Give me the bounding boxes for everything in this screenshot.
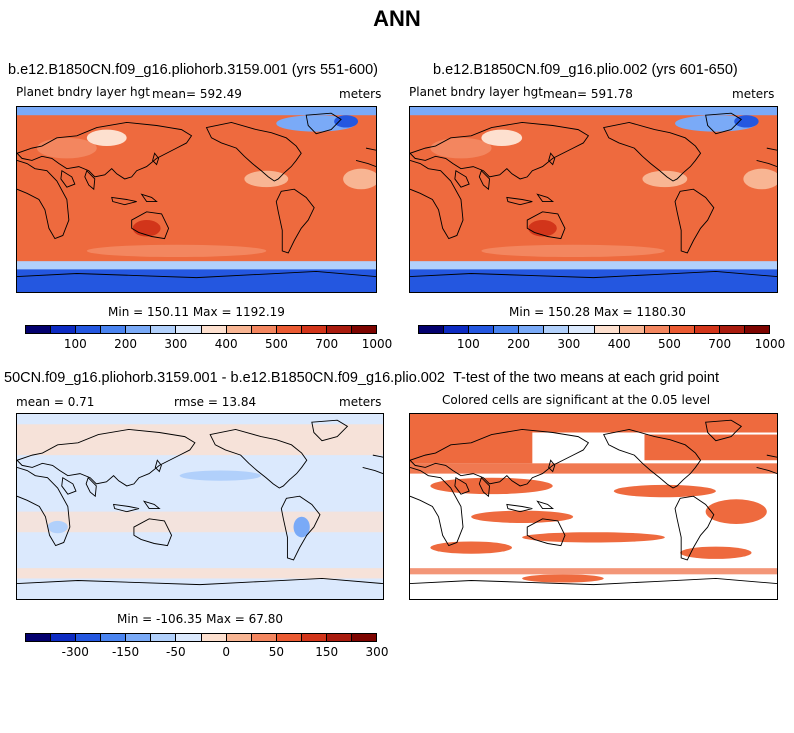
colorbar-swatch <box>694 326 720 333</box>
panel2-map <box>409 106 778 293</box>
colorbar-swatch <box>201 634 227 641</box>
colorbar-swatch <box>101 634 127 641</box>
panel4-map <box>409 413 778 600</box>
colorbar-tick-label: 50 <box>268 645 285 659</box>
panel4-subtitle: Colored cells are significant at the 0.0… <box>442 393 711 407</box>
panel4-title: T-test of the two means at each grid poi… <box>453 370 719 386</box>
colorbar-swatch <box>26 326 52 333</box>
colorbar-swatch <box>669 326 695 333</box>
panel3-colorbar <box>25 633 377 642</box>
colorbar-tick-label: -50 <box>166 645 186 659</box>
colorbar-swatch <box>176 634 202 641</box>
colorbar-swatch <box>301 326 327 333</box>
panel1-colorbar <box>25 325 377 334</box>
colorbar-tick-label: 200 <box>507 337 531 351</box>
panel4-map-svg <box>410 414 777 599</box>
colorbar-tick-label: 100 <box>456 337 480 351</box>
colorbar-swatch <box>26 634 52 641</box>
panel2-units: meters <box>732 87 775 101</box>
colorbar-swatch <box>444 326 470 333</box>
colorbar-swatch <box>76 634 102 641</box>
colorbar-swatch <box>51 326 77 333</box>
panel1-map-svg <box>17 107 376 292</box>
colorbar-swatch <box>126 634 152 641</box>
panel2-variable: Planet bndry layer hgt <box>409 85 543 99</box>
panel3-map <box>16 413 384 600</box>
colorbar-tick-label: 300 <box>557 337 581 351</box>
panel2-colorbar <box>418 325 770 334</box>
panel1-units: meters <box>339 87 382 101</box>
colorbar-swatch <box>276 326 302 333</box>
colorbar-swatch <box>469 326 495 333</box>
colorbar-tick-label: 400 <box>214 337 238 351</box>
colorbar-swatch <box>176 326 202 333</box>
colorbar-swatch <box>226 326 252 333</box>
panel3-minmax: Min = -106.35 Max = 67.80 <box>117 612 283 626</box>
colorbar-swatch <box>101 326 127 333</box>
colorbar-swatch <box>51 634 77 641</box>
panel1-map <box>16 106 377 293</box>
colorbar-swatch <box>326 634 353 641</box>
panel1-mean: mean= 592.49 <box>152 87 242 101</box>
panel2-mean: mean= 591.78 <box>543 87 633 101</box>
colorbar-swatch <box>419 326 445 333</box>
figure-title: ANN <box>373 6 421 31</box>
colorbar-swatch <box>544 326 570 333</box>
colorbar-swatch <box>201 326 227 333</box>
colorbar-swatch <box>352 634 377 641</box>
panel2-case-title: b.e12.B1850CN.f09_g16.plio.002 (yrs 601-… <box>433 62 738 78</box>
colorbar-tick-label: 200 <box>114 337 138 351</box>
colorbar-swatch <box>352 326 377 333</box>
colorbar-swatch <box>151 326 177 333</box>
colorbar-tick-label: 1000 <box>754 337 786 351</box>
colorbar-tick-label: 0 <box>222 645 230 659</box>
colorbar-swatch <box>569 326 595 333</box>
panel3-rmse: rmse = 13.84 <box>174 395 257 409</box>
colorbar-tick-label: -300 <box>61 645 89 659</box>
colorbar-swatch <box>76 326 102 333</box>
colorbar-swatch <box>126 326 152 333</box>
colorbar-swatch <box>619 326 645 333</box>
panel3-map-svg <box>17 414 383 599</box>
colorbar-swatch <box>745 326 770 333</box>
colorbar-tick-label: 150 <box>315 645 339 659</box>
colorbar-swatch <box>251 634 277 641</box>
colorbar-swatch <box>594 326 620 333</box>
colorbar-swatch <box>494 326 520 333</box>
colorbar-tick-label: 700 <box>315 337 339 351</box>
panel2-minmax: Min = 150.28 Max = 1180.30 <box>509 305 686 319</box>
panel1-case-title: b.e12.B1850CN.f09_g16.pliohorb.3159.001 … <box>8 62 379 78</box>
colorbar-swatch <box>326 326 353 333</box>
panel3-case-title: 50CN.f09_g16.pliohorb.3159.001 - b.e12.B… <box>4 370 445 386</box>
colorbar-tick-label: 100 <box>63 337 87 351</box>
colorbar-tick-label: -150 <box>111 645 140 659</box>
panel3-mean: mean = 0.71 <box>16 395 95 409</box>
panel1-variable: Planet bndry layer hgt <box>16 85 150 99</box>
colorbar-swatch <box>276 634 302 641</box>
colorbar-swatch <box>719 326 746 333</box>
colorbar-tick-label: 500 <box>657 337 681 351</box>
colorbar-swatch <box>644 326 670 333</box>
colorbar-swatch <box>301 634 327 641</box>
panel2-map-svg <box>410 107 777 292</box>
panel1-minmax: Min = 150.11 Max = 1192.19 <box>108 305 285 319</box>
colorbar-swatch <box>519 326 545 333</box>
colorbar-tick-label: 1000 <box>361 337 393 351</box>
panel3-units: meters <box>339 395 382 409</box>
colorbar-swatch <box>151 634 177 641</box>
colorbar-tick-label: 300 <box>164 337 188 351</box>
colorbar-tick-label: 500 <box>264 337 288 351</box>
colorbar-swatch <box>226 634 252 641</box>
colorbar-tick-label: 400 <box>607 337 631 351</box>
colorbar-tick-label: 300 <box>365 645 389 659</box>
colorbar-swatch <box>251 326 277 333</box>
colorbar-tick-label: 700 <box>708 337 732 351</box>
